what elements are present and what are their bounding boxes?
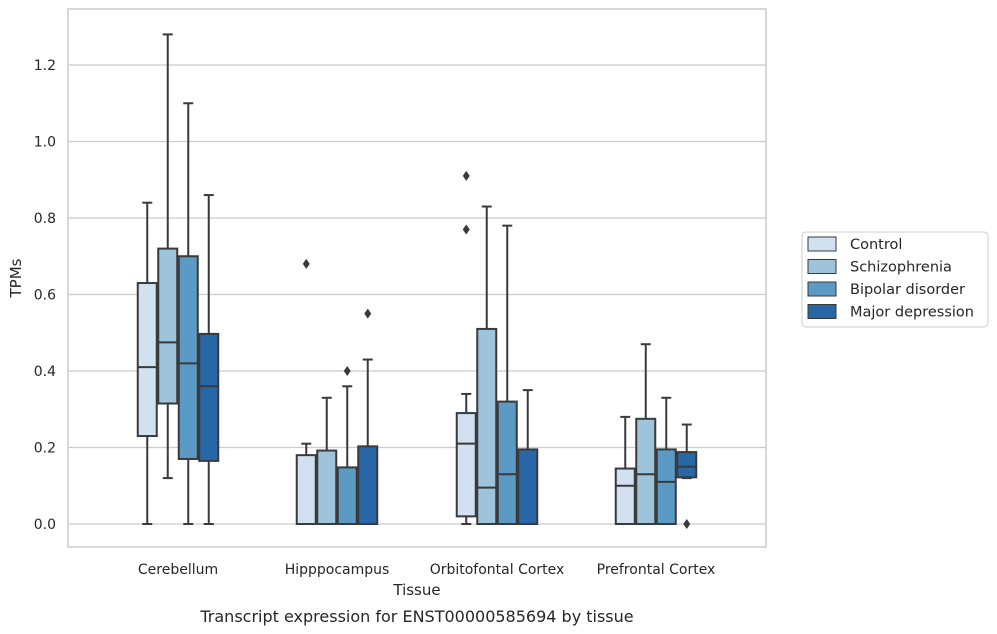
- box-body: [614, 467, 636, 526]
- box-body: [316, 449, 338, 525]
- x-tick-labels: Cerebellum Hipppocampus Orbitofontal Corte…: [138, 562, 715, 578]
- box-1-1: [316, 396, 338, 525]
- box-2-1: [336, 366, 358, 526]
- y-axis-label: TPMs: [7, 258, 25, 298]
- box-0-2: [455, 170, 477, 525]
- box-body: [455, 412, 477, 518]
- y-tick-label: 0.6: [34, 288, 56, 304]
- box-3-0: [198, 194, 220, 525]
- y-tick-label: 1.0: [34, 135, 56, 151]
- box-body: [336, 466, 358, 526]
- box-1-0: [157, 33, 179, 480]
- outlier-point: [462, 170, 470, 181]
- box-body: [476, 327, 498, 525]
- outlier-point: [343, 366, 351, 376]
- y-tick-label: 0.2: [34, 441, 56, 457]
- x-tick-label: Orbitofontal Cortex: [430, 562, 565, 578]
- box-0-0: [136, 201, 158, 525]
- legend-label: Bipolar disorder: [850, 282, 965, 298]
- plot-frame: [67, 8, 767, 548]
- box-body: [295, 454, 317, 525]
- outlier-point: [302, 258, 310, 269]
- x-axis-label: Tissue: [392, 581, 440, 599]
- box-3-3: [676, 423, 698, 529]
- y-tick-label: 1.2: [34, 58, 56, 74]
- box-series-layer: [136, 33, 698, 529]
- legend: Control Schizophrenia Bipolar disorder Majo…: [801, 231, 989, 328]
- x-tick-label: Hipppocampus: [285, 562, 390, 578]
- box-1-2: [476, 205, 498, 525]
- box-1-3: [635, 343, 657, 525]
- box-body: [676, 451, 698, 479]
- legend-label: Control: [850, 237, 902, 253]
- outlier-point: [683, 519, 691, 529]
- x-tick-label: Cerebellum: [138, 562, 218, 578]
- outlier-point: [364, 308, 372, 319]
- y-tick-label: 0.8: [34, 211, 56, 227]
- box-body: [655, 448, 677, 526]
- chart-title: Transcript expression for ENST0000058569…: [199, 607, 633, 626]
- box-body: [157, 247, 179, 405]
- box-0-1: [295, 258, 317, 525]
- y-tick-label: 0.4: [34, 364, 56, 380]
- legend-swatch: [807, 236, 837, 252]
- box-2-2: [496, 224, 518, 526]
- box-3-2: [517, 389, 539, 526]
- box-0-3: [614, 415, 636, 526]
- legend-swatch: [807, 304, 837, 319]
- legend-label: Major depression: [850, 305, 974, 321]
- y-tick-label: 0.0: [34, 517, 56, 533]
- box-3-1: [357, 308, 379, 526]
- box-body: [496, 400, 518, 526]
- box-body: [177, 255, 199, 460]
- outlier-point: [462, 224, 470, 235]
- box-2-3: [655, 396, 677, 526]
- legend-swatch: [807, 281, 837, 297]
- box-body: [136, 282, 158, 438]
- legend-swatch: [807, 259, 837, 274]
- x-tick-label: Prefrontal Cortex: [597, 562, 716, 578]
- box-2-0: [177, 102, 199, 525]
- box-body: [635, 417, 657, 525]
- legend-frame: [801, 231, 989, 328]
- legend-label: Schizophrenia: [850, 260, 952, 276]
- y-tick-labels: 0.0 0.2 0.4 0.6 0.8 1.0 1.2: [34, 58, 56, 533]
- box-body: [198, 332, 220, 462]
- box-body: [357, 445, 379, 526]
- box-body: [517, 448, 539, 526]
